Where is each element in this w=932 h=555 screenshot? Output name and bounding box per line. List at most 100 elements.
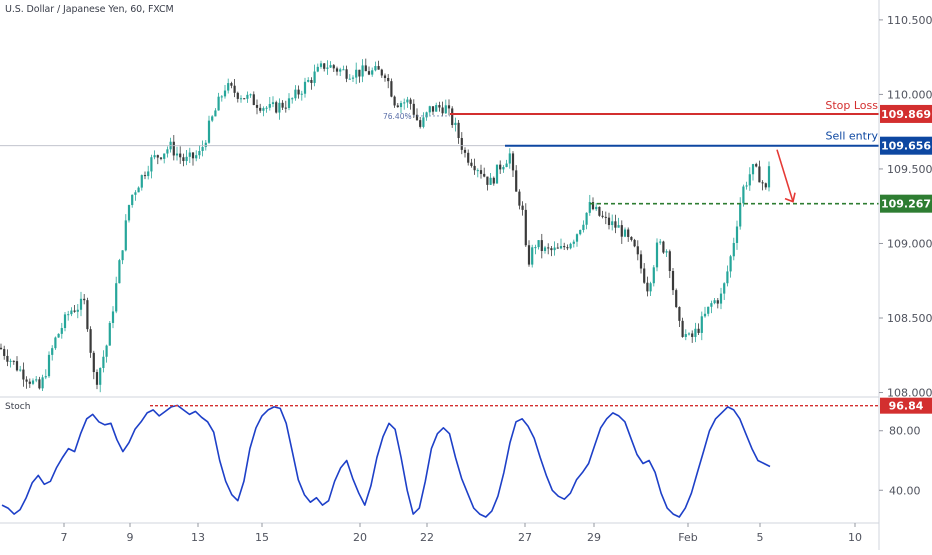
- candle-body: [330, 65, 332, 67]
- candle-body: [739, 203, 741, 226]
- candle-body: [525, 210, 527, 245]
- price-tick-label: 108.000: [887, 387, 932, 400]
- candle-body: [99, 368, 101, 385]
- candle-body: [486, 177, 488, 185]
- candle-body: [534, 247, 536, 248]
- candle-body: [45, 376, 47, 377]
- candle-body: [576, 234, 578, 241]
- candle-body: [237, 93, 239, 99]
- candle-body: [106, 346, 108, 357]
- candle-body: [672, 271, 674, 290]
- stoch-tick-label: 40.00: [889, 484, 921, 497]
- candle-body: [410, 100, 412, 104]
- candle-body: [314, 72, 316, 83]
- time-tick-label: 22: [420, 531, 434, 544]
- candle-body: [371, 70, 373, 74]
- candle-body: [522, 206, 524, 210]
- candle-body: [58, 334, 60, 338]
- candle-body: [650, 283, 652, 291]
- candle-body: [278, 103, 280, 113]
- time-tick-label: 20: [353, 531, 367, 544]
- candle-body: [678, 307, 680, 321]
- time-tick-label: 27: [518, 531, 532, 544]
- candle-body: [218, 97, 220, 111]
- candle-body: [38, 379, 40, 388]
- candle-body: [688, 333, 690, 334]
- candle-body: [227, 83, 229, 90]
- candle-body: [752, 164, 754, 174]
- candle-body: [611, 221, 613, 225]
- candle-body: [656, 243, 658, 268]
- candle-body: [150, 157, 152, 171]
- candle-body: [454, 123, 456, 125]
- candle-body: [304, 82, 306, 94]
- candle-body: [352, 78, 354, 79]
- candle-body: [746, 185, 748, 186]
- candle-body: [736, 226, 738, 242]
- candle-body: [285, 108, 287, 109]
- time-tick-label: 13: [191, 531, 205, 544]
- candle-body: [691, 333, 693, 336]
- candle-body: [528, 245, 530, 264]
- candle-body: [426, 112, 428, 117]
- candle-body: [198, 151, 200, 155]
- candle-body: [307, 80, 309, 82]
- candle-body: [704, 314, 706, 317]
- candle-body: [560, 246, 562, 248]
- candle-body: [762, 182, 764, 183]
- candle-body: [125, 220, 127, 250]
- candle-body: [666, 251, 668, 252]
- candle-body: [224, 91, 226, 97]
- candle-body: [445, 105, 447, 113]
- candle-body: [166, 149, 168, 153]
- candle-body: [480, 170, 482, 174]
- candle-body: [339, 69, 341, 71]
- candle-body: [6, 356, 8, 362]
- candle-body: [509, 153, 511, 163]
- candle-body: [253, 94, 255, 105]
- candle-body: [442, 107, 444, 113]
- candle-body: [630, 237, 632, 240]
- candle-body: [291, 98, 293, 99]
- candle-body: [259, 108, 261, 111]
- candle-body: [128, 205, 130, 220]
- candle-body: [214, 110, 216, 116]
- candle-body: [186, 157, 188, 161]
- candle-body: [80, 299, 82, 310]
- candle-body: [550, 248, 552, 250]
- candle-body: [3, 349, 5, 356]
- candle-body: [621, 225, 623, 237]
- candle-body: [141, 175, 143, 188]
- candle-body: [595, 207, 597, 209]
- candle-body: [570, 244, 572, 248]
- candle-body: [618, 225, 620, 228]
- candle-body: [669, 251, 671, 271]
- stoch-level-value: 96.84: [889, 400, 924, 413]
- candle-body: [685, 334, 687, 337]
- candle-body: [605, 217, 607, 218]
- candle-body: [438, 105, 440, 107]
- candle-body: [70, 311, 72, 315]
- candle-body: [634, 240, 636, 246]
- candle-body: [118, 260, 120, 283]
- candle-body: [42, 377, 44, 388]
- time-tick-label: 5: [757, 531, 764, 544]
- candle-body: [358, 70, 360, 77]
- candle-body: [0, 348, 2, 349]
- candle-body: [51, 348, 53, 355]
- candle-body: [531, 247, 533, 264]
- candle-body: [138, 188, 140, 193]
- candle-body: [429, 106, 431, 112]
- candle-body: [733, 243, 735, 256]
- price-tick-label: 110.500: [887, 14, 932, 27]
- candle-body: [160, 158, 162, 159]
- candle-body: [544, 247, 546, 251]
- candle-body: [374, 66, 376, 70]
- candle-body: [659, 242, 661, 243]
- candle-body: [333, 65, 335, 68]
- candle-body: [301, 94, 303, 95]
- candle-body: [464, 150, 466, 153]
